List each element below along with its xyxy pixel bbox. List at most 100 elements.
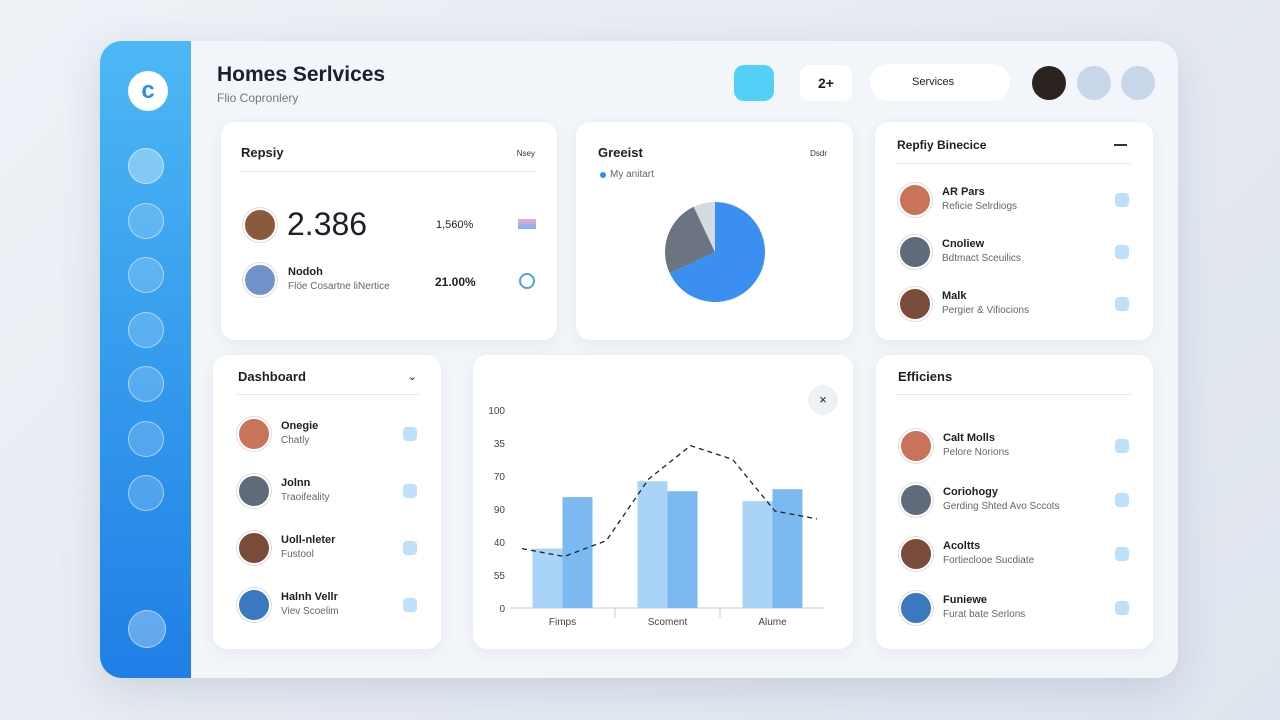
avatar (243, 208, 277, 242)
item-name: Cnoliew (942, 238, 985, 250)
collapse-icon[interactable] (1114, 144, 1127, 146)
item-sub: Bdtmact Sceuilics (942, 253, 1021, 264)
item-sub: Furat bate Serlons (943, 609, 1026, 620)
item-icon (1115, 601, 1129, 615)
avatar (237, 588, 271, 622)
legend-label: My anitart (610, 169, 654, 180)
item-name: Uoll-nleter (281, 534, 336, 546)
item-sub: Viev Scoelim (281, 606, 339, 617)
sidebar: c (100, 41, 191, 678)
avatar (899, 429, 933, 463)
divider (895, 163, 1131, 164)
divider (896, 394, 1131, 395)
stat: 2.386 (287, 206, 368, 242)
divider (239, 171, 537, 172)
close-button[interactable]: × (808, 385, 838, 415)
card-title: Dashboard (238, 369, 306, 384)
item-name: Coriohogy (943, 486, 998, 498)
item-sub: Pergier & Vifiocions (942, 305, 1030, 316)
dropdown-icon[interactable]: ⌄ (407, 371, 417, 383)
summary-card: Repsiy Nsey 2.386 1,560% Nodoh Flöe Cosa… (221, 122, 557, 340)
item-name: Onegie (281, 420, 319, 432)
card-title: Repfiy Binecice (897, 138, 987, 152)
filter-button[interactable] (734, 65, 774, 101)
item-icon (1115, 493, 1129, 507)
x-tick-label: Fimps (549, 617, 576, 628)
y-axis-label: 70 (494, 472, 506, 483)
bar (532, 548, 563, 608)
item-name: Funiewe (943, 594, 988, 606)
item-icon (1115, 245, 1129, 259)
x-tick-label: Scoment (648, 617, 688, 628)
row-sub: Flöe Cosartne liNertice (288, 281, 390, 292)
trend-line (521, 444, 818, 558)
bar (562, 497, 593, 608)
avatar (898, 287, 932, 321)
item-icon (1115, 547, 1129, 561)
item-sub: Traoifeality (281, 492, 330, 503)
bar (742, 501, 773, 608)
y-axis-label: 35 (494, 439, 506, 450)
item-icon (1115, 439, 1129, 453)
item-icon (403, 598, 417, 612)
search[interactable]: Services (870, 64, 1010, 101)
nav-icon[interactable] (128, 475, 164, 511)
card-tag: Nsey (516, 149, 535, 158)
bar-chart: 100 35 70 90 40 55 0 Fimps Scoment Alume (488, 406, 825, 628)
avatar (898, 235, 932, 269)
nav-icon[interactable] (128, 148, 164, 184)
card-tag: Dsdr (810, 149, 827, 158)
bar (637, 481, 668, 608)
icon-button[interactable] (1121, 66, 1155, 100)
pie-chart (665, 202, 765, 302)
y-axis-label: 100 (488, 406, 505, 417)
avatar (237, 474, 271, 508)
pie-slice (669, 202, 765, 302)
item-sub: Fortieclooe Sucdiate (943, 555, 1035, 566)
card-title: Repsiy (241, 145, 284, 160)
item-name: Acoltts (943, 540, 981, 552)
reply-card: Repfiy Binecice AR Pars Reficie Selrdiogs… (875, 122, 1153, 340)
divider (237, 394, 419, 395)
title: Homes Serlvices (217, 63, 386, 86)
item-icon (403, 427, 417, 441)
avatar (899, 537, 933, 571)
pie-slice (665, 206, 715, 274)
card-title: Greeist (598, 145, 643, 160)
item-sub: Gerding Shted Avo Sccots (943, 501, 1060, 512)
icon (519, 273, 535, 289)
avatar (899, 591, 933, 625)
y-axis-label: 55 (494, 571, 506, 582)
item-icon (403, 484, 417, 498)
logo[interactable]: c (128, 71, 168, 111)
nav-icon[interactable] (128, 421, 164, 457)
y-axis-label: 40 (494, 538, 506, 549)
nav-icon[interactable] (128, 312, 164, 348)
item-sub: Chatly (281, 435, 310, 446)
item-sub: Pelore Norions (943, 447, 1010, 458)
row-name: Nodoh (288, 266, 323, 278)
item-name: Halnh Vellr (281, 591, 338, 603)
item-name: AR Pars (942, 186, 985, 198)
bar-card: × 100 35 70 90 40 55 0 Fimps Scoment Alume (473, 355, 853, 649)
avatar (243, 263, 277, 297)
icon-button[interactable] (1077, 66, 1111, 100)
nav-icon[interactable] (128, 257, 164, 293)
avatar[interactable] (1032, 66, 1066, 100)
item-name: Malk (942, 290, 967, 302)
item-icon (1115, 193, 1129, 207)
badge[interactable]: 2+ (800, 65, 852, 101)
pie-card: Greeist Dsdr My anitart (576, 122, 853, 340)
nav-icon[interactable] (128, 203, 164, 239)
avatar (898, 183, 932, 217)
item-sub: Fustool (281, 549, 314, 560)
nav-icon[interactable] (128, 610, 166, 648)
dashboard-card: Dashboard ⌄ Onegie Chatly Jolnn Traoifealit… (213, 355, 441, 649)
icon (518, 219, 536, 229)
subtitle: Flio Copronlery (217, 91, 299, 105)
avatar (899, 483, 933, 517)
y-axis-label: 90 (494, 505, 506, 516)
nav-icon[interactable] (128, 366, 164, 402)
avatar (237, 531, 271, 565)
